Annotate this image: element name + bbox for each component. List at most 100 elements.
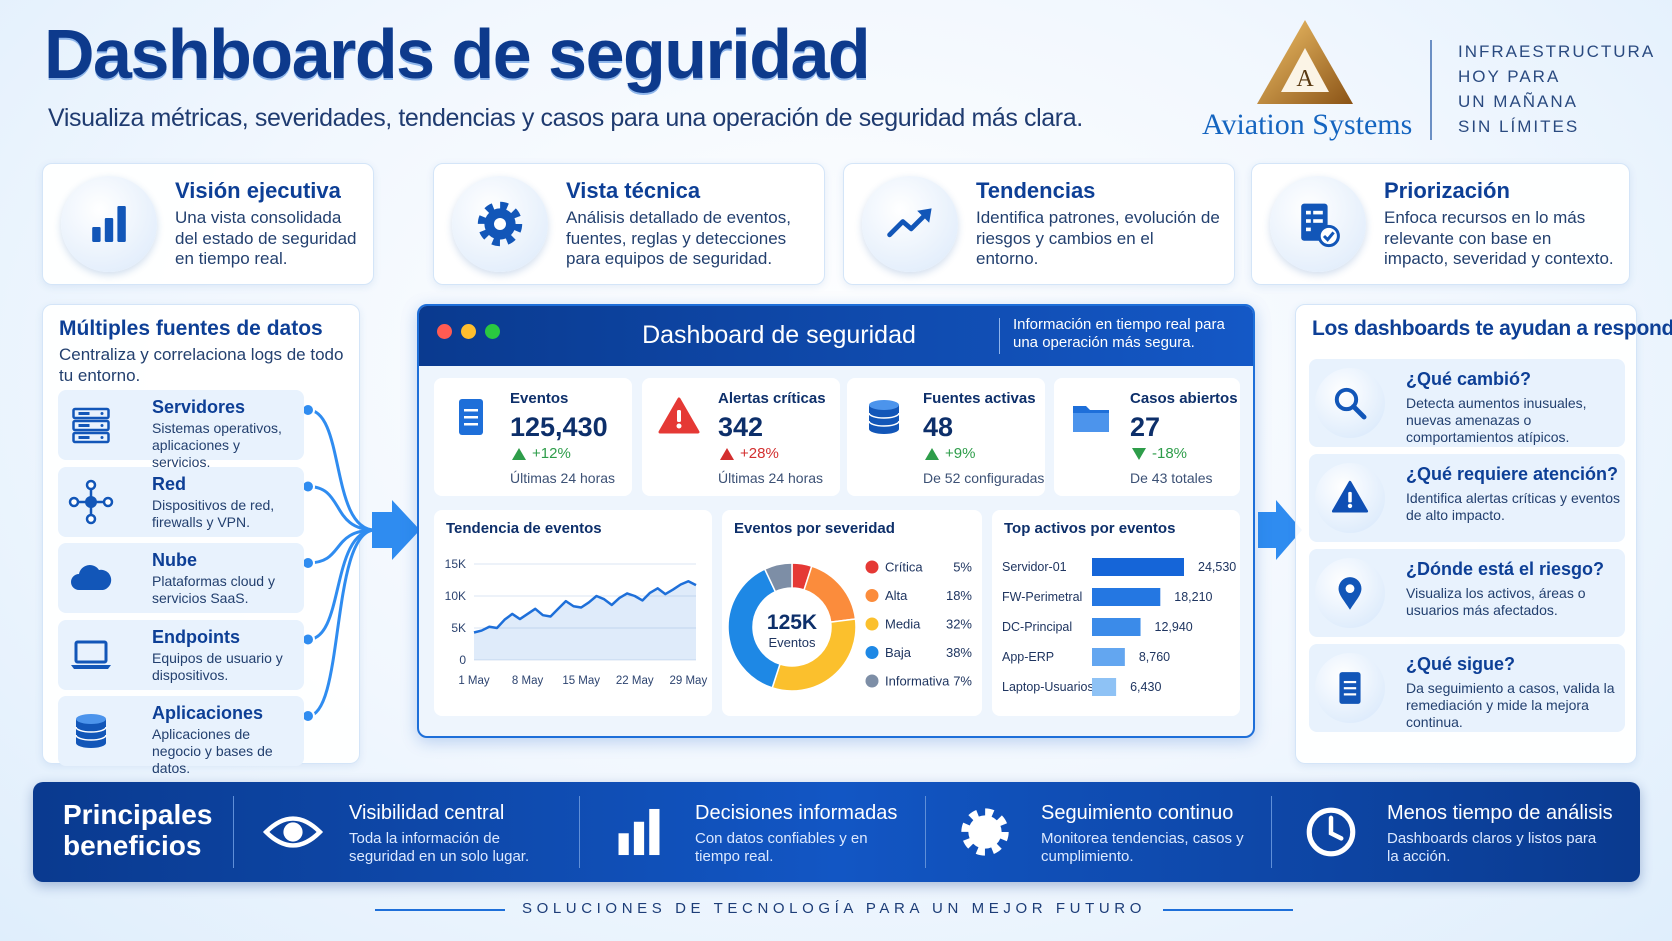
icon-shape xyxy=(1343,693,1357,696)
legend-dot xyxy=(865,617,879,631)
question-item: ¿Qué sigue? Da seguimiento a casos, valid… xyxy=(1309,644,1625,732)
question-item: ¿Dónde está el riesgo? Visualiza los acti… xyxy=(1309,549,1625,637)
icon xyxy=(720,448,734,460)
legend-value: 18% xyxy=(946,588,972,603)
icon xyxy=(262,816,324,848)
source-item: Servidores Sistemas operativos, aplicacio… xyxy=(58,390,304,470)
kpi-change: +9% xyxy=(945,445,976,462)
icon-circle xyxy=(1315,558,1385,628)
kpi-note: Últimas 24 horas xyxy=(510,470,616,486)
tagline-line: UN MAÑANA xyxy=(1458,92,1579,111)
feature-card: Vista técnica Análisis detallado de event… xyxy=(433,163,825,285)
icon xyxy=(618,808,660,856)
kpi-label: Alertas críticas xyxy=(718,390,826,407)
icon xyxy=(512,448,526,460)
kpi-note: De 52 configuradas xyxy=(923,470,1045,486)
legend-label: Baja xyxy=(885,645,912,660)
icon xyxy=(75,714,107,748)
icon xyxy=(72,407,110,444)
card-title: Priorización xyxy=(1384,178,1510,203)
flow-arrow xyxy=(372,500,420,560)
window-dot xyxy=(437,324,452,339)
kpi-value: 342 xyxy=(718,412,764,442)
icon-shape xyxy=(677,410,681,422)
icon-shape xyxy=(72,419,110,432)
icon xyxy=(1331,480,1369,513)
icon-shape xyxy=(676,423,682,429)
footer-line xyxy=(375,909,505,911)
icon-circle xyxy=(862,176,958,272)
header-divider xyxy=(999,318,1000,354)
benefit-text: Con datos confiables y en tiempo real. xyxy=(695,830,868,865)
tagline-line: HOY PARA xyxy=(1458,67,1561,86)
icon-circle xyxy=(1315,368,1385,438)
card-text: Una vista consolidada del estado de segu… xyxy=(175,208,357,269)
icon-shape xyxy=(100,412,104,415)
bar-value: 18,210 xyxy=(1174,590,1212,604)
question-text: Visualiza los activos, áreas o usuarios … xyxy=(1406,585,1586,619)
kpi-note: Últimas 24 horas xyxy=(718,470,824,486)
chart-panel: 0 5K 10K 15K 1 May 8 May 15 May 22 May 29 May Ten… xyxy=(434,510,712,716)
icon xyxy=(71,565,112,590)
icon xyxy=(1132,448,1146,460)
legend-value: 5% xyxy=(953,560,972,575)
bar xyxy=(1092,618,1141,636)
feature-card: Tendencias Identifica patrones, evolución… xyxy=(843,163,1235,285)
x-tick-label: 15 May xyxy=(562,675,600,687)
bar-label: App-ERP xyxy=(1002,650,1054,664)
bar xyxy=(1092,648,1125,666)
icon-shape xyxy=(71,664,111,669)
icon-shape xyxy=(464,423,478,426)
icon-shape xyxy=(1338,577,1362,610)
trend-arrow xyxy=(720,448,734,460)
tagline-line: SIN LÍMITES xyxy=(1458,117,1580,136)
bar-value: 6,430 xyxy=(1130,680,1161,694)
icon xyxy=(92,206,126,242)
icon-shape xyxy=(72,407,110,420)
chart-title: Eventos por severidad xyxy=(734,520,895,537)
question-item: ¿Qué requiere atención? Identifica alerta… xyxy=(1309,454,1625,542)
icon xyxy=(1073,406,1109,432)
legend-label: Crítica xyxy=(885,560,923,575)
icon xyxy=(1339,672,1361,704)
kpi-change: +12% xyxy=(532,445,571,462)
source-item: Aplicaciones Aplicaciones de negocio y ba… xyxy=(58,696,304,776)
icon-shape xyxy=(85,479,97,490)
bar-label: DC-Principal xyxy=(1002,620,1072,634)
donut-slice xyxy=(727,568,781,689)
question-item: ¿Qué cambió? Detecta aumentos inusuales, … xyxy=(1309,359,1625,447)
icon-shape xyxy=(1306,219,1311,223)
question-title: ¿Qué requiere atención? xyxy=(1406,464,1619,484)
panel-text: Centraliza y correlaciona logs de todo t… xyxy=(59,345,344,385)
kpi-change: -18% xyxy=(1152,445,1188,462)
icon-shape xyxy=(978,825,992,839)
source-text: Plataformas cloud y servicios SaaS. xyxy=(152,573,275,607)
icon-shape xyxy=(78,424,90,427)
source-title: Nube xyxy=(152,550,197,570)
icon-shape xyxy=(100,424,104,427)
icon-shape xyxy=(117,206,126,242)
icon-shape xyxy=(1313,219,1323,223)
chart-title: Tendencia de eventos xyxy=(446,520,602,537)
benefit-title: Menos tiempo de análisis xyxy=(1387,802,1613,824)
icon-shape xyxy=(869,400,899,410)
benefit-title: Visibilidad central xyxy=(349,802,505,824)
kpi-card: Alertas críticas 342 +28% Últimas 24 horas xyxy=(642,378,840,496)
legend-dot xyxy=(865,674,879,688)
question-title: ¿Dónde está el riesgo? xyxy=(1406,559,1605,579)
source-text: Sistemas operativos, aplicaciones y serv… xyxy=(152,420,282,471)
icon xyxy=(71,640,111,669)
kpi-label: Eventos xyxy=(510,390,569,407)
icon-shape xyxy=(102,496,114,507)
legend-label: Alta xyxy=(885,588,908,603)
legend-dot xyxy=(865,560,879,574)
x-tick-label: 1 May xyxy=(458,675,490,687)
source-item: Red Dispositivos de red, firewalls y VPN. xyxy=(58,466,304,537)
icon-shape xyxy=(1281,48,1329,92)
icon-shape xyxy=(100,436,104,439)
kpi-value: 27 xyxy=(1130,412,1161,442)
icon-shape xyxy=(1306,807,1356,857)
icon-shape xyxy=(961,808,1009,856)
